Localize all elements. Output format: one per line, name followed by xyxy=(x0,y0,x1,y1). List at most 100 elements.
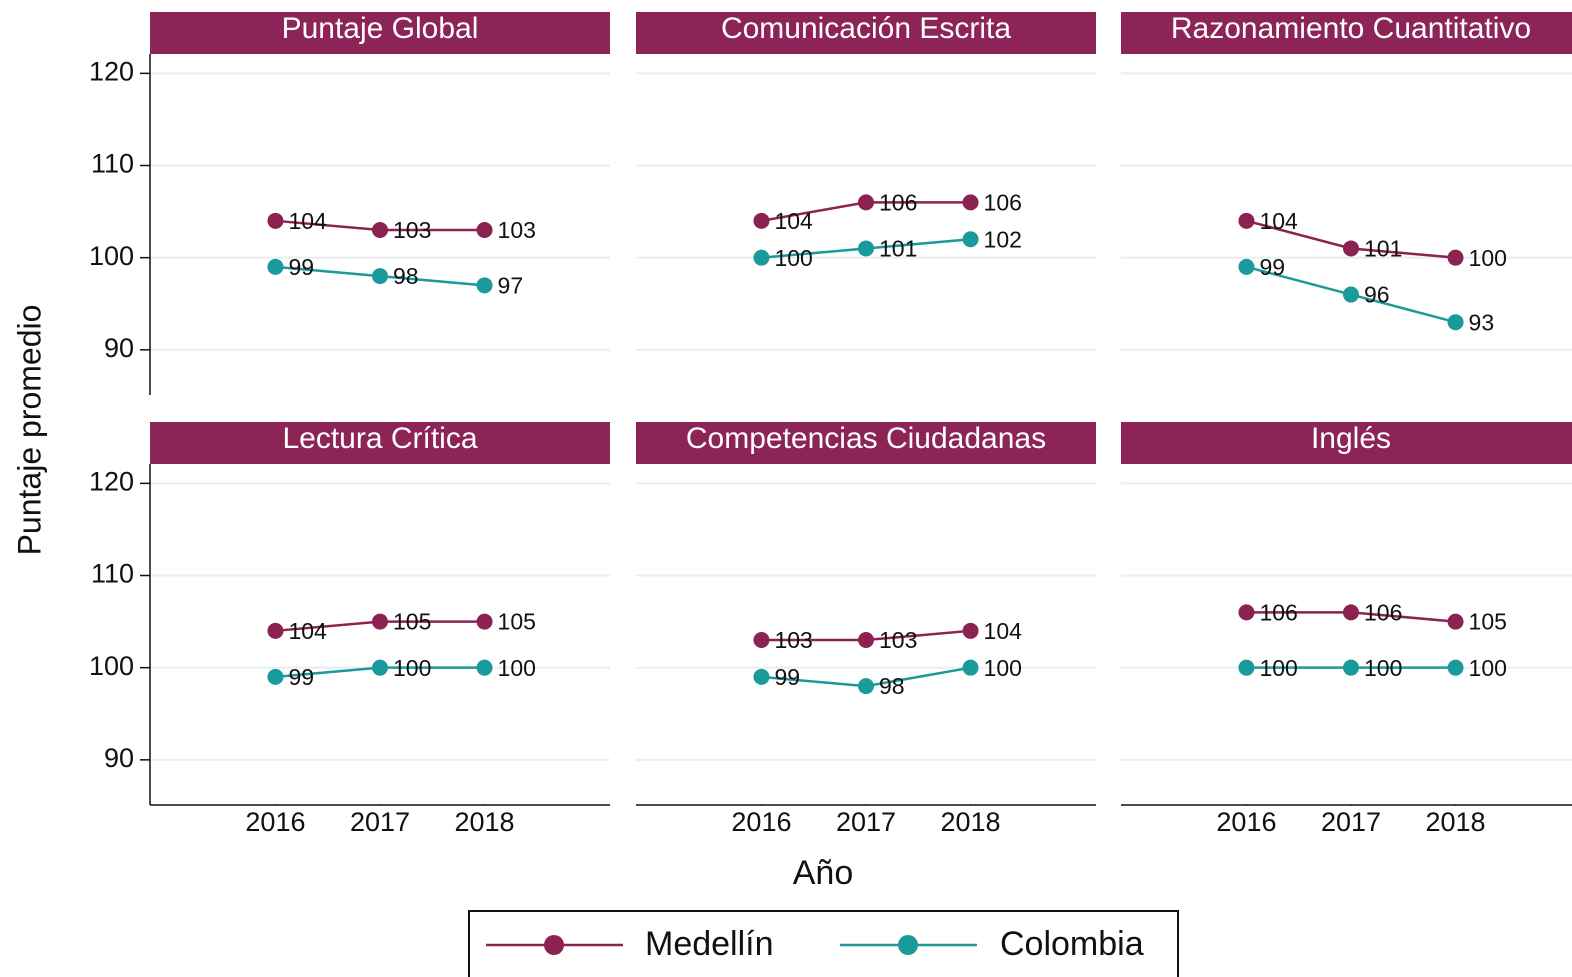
point xyxy=(372,613,388,630)
data-label: 100 xyxy=(1469,245,1507,271)
panel-header xyxy=(1121,12,1572,54)
point xyxy=(267,258,284,275)
data-label: 101 xyxy=(879,236,917,262)
data-label: 104 xyxy=(1259,208,1298,234)
point xyxy=(267,212,284,229)
data-label: 100 xyxy=(498,655,536,681)
panel-title: Puntaje Global xyxy=(282,12,479,45)
point xyxy=(962,194,979,211)
point xyxy=(267,622,284,639)
data-label: 100 xyxy=(1469,655,1507,681)
data-label: 99 xyxy=(288,664,314,690)
data-label: 105 xyxy=(1469,609,1507,635)
y-tick-label: 90 xyxy=(104,743,134,773)
data-label: 106 xyxy=(1364,599,1402,625)
x-tick-label: 2016 xyxy=(731,807,791,837)
y-tick-label: 120 xyxy=(89,56,134,86)
point xyxy=(1343,286,1359,303)
point xyxy=(1447,249,1464,266)
data-label: 100 xyxy=(984,655,1022,681)
point xyxy=(1238,604,1255,621)
point xyxy=(753,668,770,685)
data-label: 99 xyxy=(1259,254,1285,280)
panel-header xyxy=(150,422,610,464)
panel-title: Competencias Ciudadanas xyxy=(686,422,1046,455)
point xyxy=(1343,240,1359,257)
point xyxy=(1238,659,1255,676)
point xyxy=(1343,604,1359,621)
data-label: 100 xyxy=(1259,655,1297,681)
point xyxy=(858,240,874,257)
point xyxy=(858,678,874,695)
data-label: 98 xyxy=(393,263,419,289)
data-label: 104 xyxy=(774,208,813,234)
x-tick-label: 2018 xyxy=(1426,807,1486,837)
x-tick-label: 2017 xyxy=(836,807,896,837)
data-label: 106 xyxy=(879,189,917,215)
data-label: 99 xyxy=(288,254,314,280)
panel-title: Comunicación Escrita xyxy=(721,12,1011,45)
data-label: 104 xyxy=(288,208,327,234)
x-tick-label: 2016 xyxy=(1216,807,1276,837)
point xyxy=(858,632,874,649)
data-label: 98 xyxy=(879,673,905,699)
data-label: 102 xyxy=(984,226,1022,252)
y-tick-label: 110 xyxy=(91,149,134,179)
x-axis-label: Año xyxy=(793,854,854,892)
panel-header xyxy=(636,422,1096,464)
point xyxy=(962,231,979,248)
point xyxy=(476,277,493,294)
data-label: 103 xyxy=(879,627,917,653)
point xyxy=(753,632,770,649)
panel-title: Razonamiento Cuantitativo xyxy=(1171,12,1531,45)
panel-header xyxy=(636,12,1096,54)
y-tick-label: 120 xyxy=(89,466,134,496)
y-axis-label: Puntaje promedio xyxy=(11,305,47,556)
x-tick-label: 2017 xyxy=(1321,807,1381,837)
y-tick-label: 100 xyxy=(89,241,134,271)
panel-title: Lectura Crítica xyxy=(282,422,477,455)
data-label: 100 xyxy=(774,245,812,271)
legend-label: Medellín xyxy=(645,925,774,963)
data-label: 93 xyxy=(1469,309,1495,335)
point xyxy=(1238,258,1255,275)
x-tick-label: 2018 xyxy=(455,807,515,837)
point xyxy=(267,668,284,685)
data-label: 103 xyxy=(498,217,536,243)
panel-header xyxy=(1121,422,1572,464)
data-label: 104 xyxy=(984,618,1023,644)
point xyxy=(372,222,388,239)
data-label: 105 xyxy=(498,609,536,635)
point xyxy=(476,222,493,239)
point xyxy=(372,268,388,285)
point xyxy=(1343,659,1359,676)
point xyxy=(1447,613,1464,630)
point xyxy=(476,613,493,630)
y-tick-label: 100 xyxy=(89,651,134,681)
data-label: 106 xyxy=(984,189,1022,215)
legend-marker xyxy=(544,935,564,955)
point xyxy=(753,249,770,266)
point xyxy=(1238,212,1255,229)
data-label: 100 xyxy=(393,655,431,681)
data-label: 99 xyxy=(774,664,800,690)
y-tick-label: 90 xyxy=(104,333,134,363)
panel-header xyxy=(150,12,610,54)
point xyxy=(962,659,979,676)
x-tick-label: 2016 xyxy=(245,807,305,837)
data-label: 103 xyxy=(393,217,431,243)
point xyxy=(476,659,493,676)
point xyxy=(372,659,388,676)
data-label: 96 xyxy=(1364,282,1390,308)
data-label: 103 xyxy=(774,627,812,653)
point xyxy=(1447,659,1464,676)
point xyxy=(753,212,770,229)
point xyxy=(1447,314,1464,331)
legend-marker xyxy=(898,935,918,955)
x-tick-label: 2017 xyxy=(350,807,410,837)
data-label: 101 xyxy=(1364,236,1402,262)
legend-label: Colombia xyxy=(1000,925,1144,963)
x-tick-label: 2018 xyxy=(941,807,1001,837)
